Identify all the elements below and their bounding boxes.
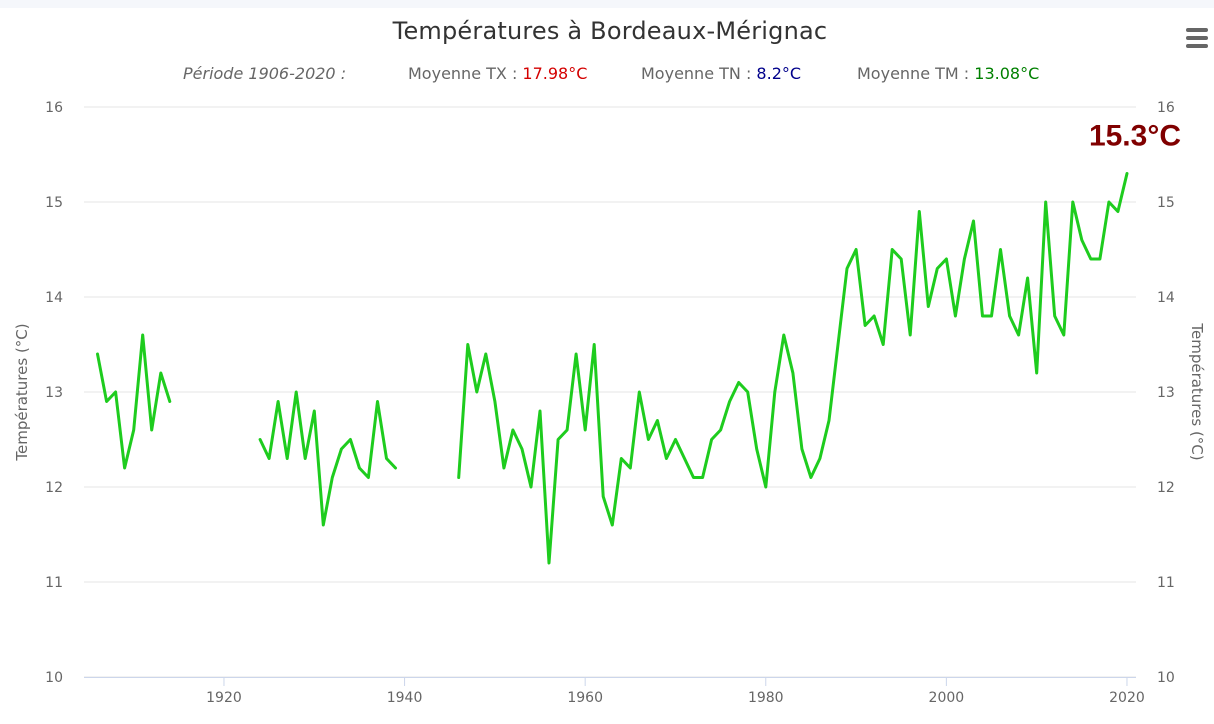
y-tick-label-right: 14 [1157,290,1175,306]
x-tick-label: 1940 [387,690,423,706]
series-line [96,172,1129,565]
y-tick-label: 16 [45,100,63,116]
menu-bar [1186,28,1208,32]
stat-tx: Moyenne TX : 17.98°C [408,64,587,83]
y-tick-label: 11 [45,575,63,591]
y-tick-label-right: 13 [1157,385,1175,401]
y-tick-label-right: 15 [1157,195,1175,211]
stat-tn: Moyenne TN : 8.2°C [641,64,801,83]
x-tick-label: 1920 [206,690,242,706]
y-axis-title: Températures (°C) [13,323,31,461]
y-tick-label: 10 [45,670,63,686]
top-strip [0,0,1214,8]
stat-tn-label: Moyenne TN : [641,64,757,83]
y-tick-label-right: 16 [1157,100,1175,116]
x-tick-label: 2020 [1109,690,1145,706]
stat-tx-label: Moyenne TX : [408,64,523,83]
y-tick-label-right: 11 [1157,575,1175,591]
y-tick-label: 12 [45,480,63,496]
y-tick-label: 14 [45,290,63,306]
y-tick-label: 15 [45,195,63,211]
stat-tm-value: 13.08°C [974,64,1040,83]
period-label: Période 1906-2020 : [183,64,347,83]
stat-tn-value: 8.2°C [756,64,802,83]
y-tick-label-right: 10 [1157,670,1175,686]
x-tick-label: 2000 [929,690,965,706]
stat-tm-label: Moyenne TM : [857,64,975,83]
stat-tm: Moyenne TM : 13.08°C [857,64,1039,83]
y-tick-label-right: 12 [1157,480,1175,496]
stat-tx-value: 17.98°C [522,64,588,83]
chart-subtitle: Période 1906-2020 : Moyenne TX : 17.98°C… [0,64,1214,86]
x-tick-label: 1980 [748,690,784,706]
y-tick-label: 13 [45,385,63,401]
chart-title: Températures à Bordeaux-Mérignac [392,17,828,45]
hamburger-menu-icon[interactable] [1184,26,1210,50]
x-tick-label: 1960 [567,690,603,706]
y-axis-title-right: Températures (°C) [1188,322,1206,460]
last-value-annotation: 15.3°C [1089,120,1181,153]
menu-bar [1186,36,1208,40]
menu-bar [1186,44,1208,48]
